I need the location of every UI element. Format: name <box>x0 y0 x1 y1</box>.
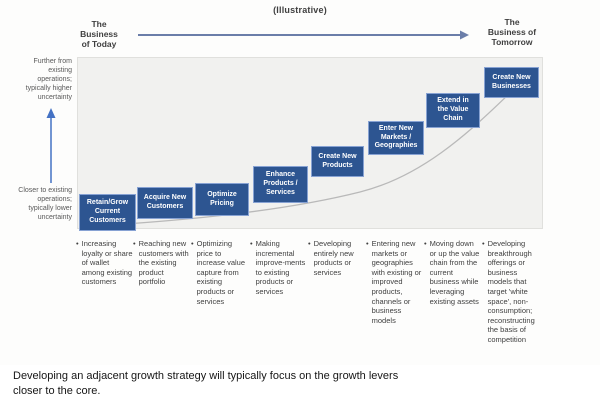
step-description-6: • Entering new markets or geographies wi… <box>366 239 423 325</box>
bullet-icon: • <box>308 239 311 248</box>
step-description-3: • Optimizing price to increase value cap… <box>191 239 248 306</box>
step-box-optimize-pricing: Optimize Pricing <box>195 183 249 216</box>
step-box-create-new-businesses: Create New Businesses <box>484 67 539 98</box>
today-to-tomorrow-arrow <box>138 30 469 40</box>
step-box-extend-value-chain: Extend in the Value Chain <box>426 93 480 128</box>
bullet-icon: • <box>424 239 427 248</box>
step-box-acquire-new-customers: Acquire New Customers <box>137 187 193 219</box>
axis-label-lower-uncertainty: Closer to existing operations; typically… <box>18 187 72 221</box>
growth-levers-diagram: (Illustrative) The Business of Today The… <box>18 5 543 345</box>
step-description-4: • Making incremental improve-ments to ex… <box>250 239 307 297</box>
bullet-icon: • <box>191 239 194 248</box>
right-arrowhead-icon <box>460 30 469 40</box>
step-description-1: • Increasing loyalty or share of wallet … <box>76 239 133 287</box>
step-box-enhance-products-services: Enhance Products / Services <box>253 166 308 203</box>
step-description-text: Optimizing price to increase value captu… <box>196 239 246 306</box>
step-description-text: Increasing loyalty or share of wallet am… <box>81 239 133 287</box>
bullet-icon: • <box>482 239 485 248</box>
step-description-text: Moving down or up the value chain from t… <box>429 239 480 306</box>
step-description-text: Entering new markets or geographies with… <box>371 239 422 325</box>
axis-label-higher-uncertainty: Further from existing operations; typica… <box>25 58 72 101</box>
step-description-7: • Moving down or up the value chain from… <box>424 239 481 306</box>
bullet-icon: • <box>133 239 136 248</box>
step-box-create-new-products: Create New Products <box>311 146 364 177</box>
bullet-icon: • <box>250 239 253 248</box>
step-box-enter-new-markets: Enter New Markets / Geographies <box>368 121 424 155</box>
business-of-today-label: The Business of Today <box>80 19 118 49</box>
bullet-icon: • <box>76 239 79 248</box>
illustrative-tag: (Illustrative) <box>273 5 327 15</box>
page-caption: Developing an adjacent growth strategy w… <box>13 370 399 397</box>
business-of-tomorrow-label: The Business of Tomorrow <box>487 17 537 47</box>
step-description-text: Developing breakthrough offerings or bus… <box>487 239 535 344</box>
up-arrowhead-icon <box>46 108 56 118</box>
step-description-text: Developing entirely new products or serv… <box>313 239 354 277</box>
bullet-icon: • <box>366 239 369 248</box>
uncertainty-axis-arrow <box>46 108 56 183</box>
step-description-text: Reaching new customers with the existing… <box>138 239 189 287</box>
step-box-retain-grow-customers: Retain/Grow Current Customers <box>79 194 136 231</box>
step-description-text: Making incremental improve-ments to exis… <box>255 239 306 296</box>
step-description-5: • Developing entirely new products or se… <box>308 239 365 277</box>
step-description-2: • Reaching new customers with the existi… <box>133 239 190 287</box>
step-description-8: • Developing breakthrough offerings or b… <box>482 239 539 345</box>
